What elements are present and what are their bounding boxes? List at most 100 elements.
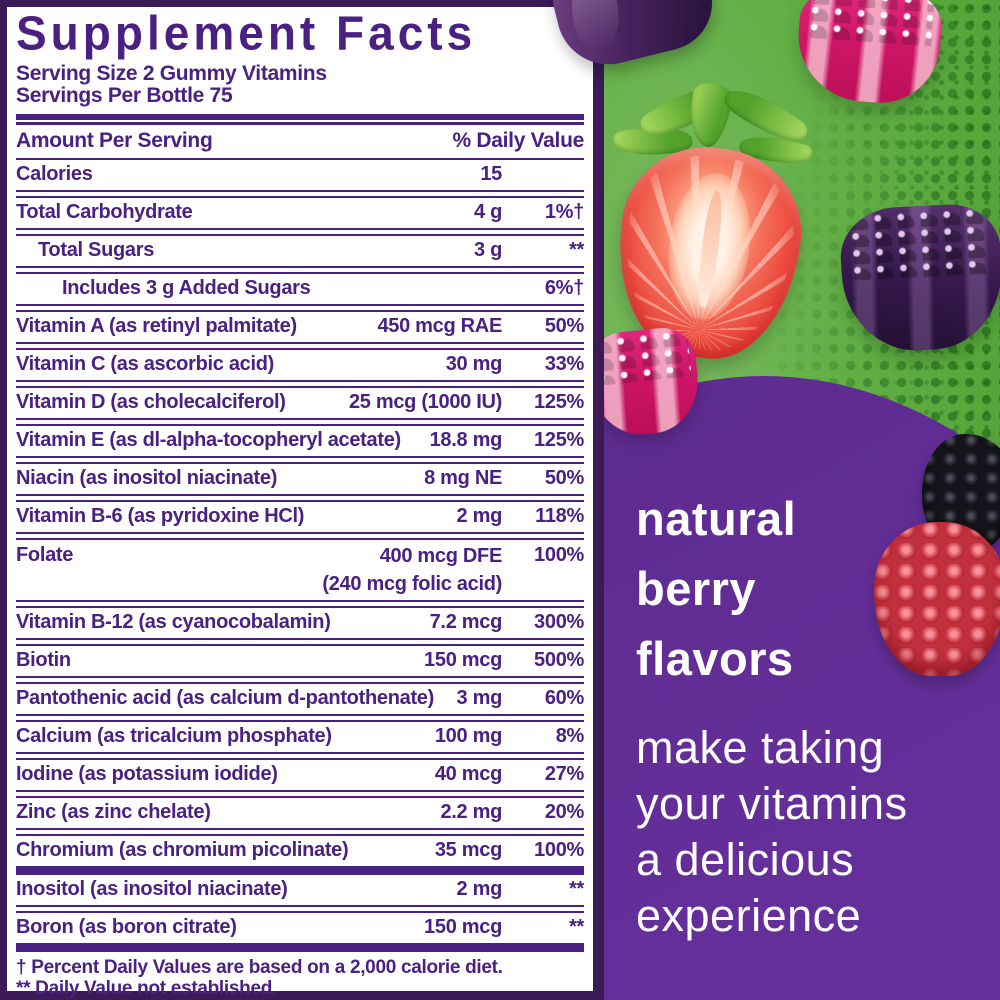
nutrient-amount: 3 mg bbox=[456, 687, 503, 710]
nutrient-name: Total Carbohydrate bbox=[16, 201, 193, 224]
serving-info: Serving Size 2 Gummy Vitamins Servings P… bbox=[16, 61, 584, 107]
nutrient-amount: 3 g bbox=[474, 239, 502, 262]
nutrient-dv: 27% bbox=[544, 763, 584, 786]
nutrient-row-pantothenic-acid: Pantothenic acid (as calcium d-pantothen… bbox=[16, 684, 584, 714]
headline-line: flavors bbox=[636, 632, 794, 685]
tagline-line: a delicious bbox=[636, 834, 855, 885]
pink-gummy-image bbox=[794, 0, 944, 107]
supplement-facts-panel: Supplement Facts Serving Size 2 Gummy Vi… bbox=[0, 0, 604, 1000]
nutrient-name: Chromium (as chromium picolinate) bbox=[16, 839, 349, 862]
divider bbox=[16, 379, 584, 388]
nutrient-row-boron: Boron (as boron citrate) 150 mcg ** bbox=[16, 913, 584, 943]
nutrient-row-carbohydrate: Total Carbohydrate 4 g 1%† bbox=[16, 198, 584, 228]
nutrient-name: Folate bbox=[16, 543, 74, 566]
nutrient-amount: 100 mg bbox=[434, 725, 502, 748]
divider bbox=[16, 599, 584, 608]
nutrient-dv: ** bbox=[569, 878, 584, 901]
supplement-facts-title: Supplement Facts bbox=[16, 5, 477, 60]
footnote-daily-values: † Percent Daily Values are based on a 2,… bbox=[16, 956, 503, 978]
nutrient-amount: 4 g bbox=[474, 201, 502, 224]
nutrient-row-added-sugars: Includes 3 g Added Sugars 6%† bbox=[16, 274, 584, 304]
nutrient-name: Vitamin E (as dl-alpha-tocopheryl acetat… bbox=[16, 429, 401, 452]
nutrient-row-niacin: Niacin (as inositol niacinate) 8 mg NE 5… bbox=[16, 464, 584, 494]
pink-berry-gummy-image bbox=[604, 324, 704, 440]
nutrient-row-vitamin-c: Vitamin C (as ascorbic acid) 30 mg 33% bbox=[16, 350, 584, 380]
nutrient-row-iodine: Iodine (as potassium iodide) 40 mcg 27% bbox=[16, 760, 584, 790]
nutrient-dv: 500% bbox=[534, 649, 584, 672]
divider bbox=[16, 303, 584, 312]
headline-line: natural bbox=[636, 492, 797, 545]
tagline-line: experience bbox=[636, 890, 862, 941]
column-header-amount: Amount Per Serving bbox=[16, 128, 213, 152]
nutrient-amount-line2: (240 mcg folic acid) bbox=[322, 572, 502, 595]
serving-size: Serving Size 2 Gummy Vitamins bbox=[16, 61, 327, 85]
nutrient-name: Vitamin D (as cholecalciferol) bbox=[16, 391, 286, 414]
art-panel: natural berry flavors make taking your v… bbox=[604, 0, 1000, 1000]
nutrient-row-vitamin-b12: Vitamin B-12 (as cyanocobalamin) 7.2 mcg… bbox=[16, 608, 584, 638]
nutrient-row-calcium: Calcium (as tricalcium phosphate) 100 mg… bbox=[16, 722, 584, 752]
nutrient-amount: 2 mg bbox=[456, 878, 503, 901]
nutrient-amount: 2.2 mg bbox=[440, 801, 502, 824]
nutrient-dv: ** bbox=[569, 916, 584, 939]
nutrient-amount: 18.8 mg bbox=[429, 429, 503, 452]
divider bbox=[16, 227, 584, 236]
divider bbox=[16, 675, 584, 684]
divider bbox=[16, 713, 584, 722]
nutrient-row-inositol: Inositol (as inositol niacinate) 2 mg ** bbox=[16, 875, 584, 905]
nutrient-row-calories: Calories 15 bbox=[16, 160, 584, 190]
nutrient-name: Vitamin A (as retinyl palmitate) bbox=[16, 315, 297, 338]
tagline-text: make taking your vitamins a delicious ex… bbox=[636, 720, 908, 944]
nutrient-row-vitamin-b6: Vitamin B-6 (as pyridoxine HCl) 2 mg 118… bbox=[16, 502, 584, 532]
nutrient-amount: 150 mcg bbox=[424, 916, 502, 939]
gummy-highlight bbox=[568, 0, 623, 54]
divider bbox=[16, 827, 584, 836]
nutrient-amount: 25 mcg (1000 IU) bbox=[348, 391, 502, 414]
nutrient-row-zinc: Zinc (as zinc chelate) 2.2 mg 20% bbox=[16, 798, 584, 828]
column-headers: Amount Per Serving % Daily Value bbox=[16, 125, 584, 158]
flavor-headline: natural berry flavors bbox=[636, 484, 796, 694]
nutrient-dv: 100% bbox=[534, 839, 584, 862]
divider bbox=[16, 341, 584, 350]
nutrient-name: Vitamin B-12 (as cyanocobalamin) bbox=[16, 611, 331, 634]
nutrient-dv: 20% bbox=[544, 801, 584, 824]
nutrient-row-chromium: Chromium (as chromium picolinate) 35 mcg… bbox=[16, 836, 584, 866]
strawberry-image bbox=[604, 75, 830, 372]
nutrient-amount: 450 mcg RAE bbox=[377, 315, 502, 338]
nutrient-amount: 8 mg NE bbox=[424, 467, 502, 490]
nutrient-amount: 2 mg bbox=[456, 505, 503, 528]
nutrient-dv: 50% bbox=[544, 315, 584, 338]
nutrient-amount: 30 mg bbox=[445, 353, 503, 376]
nutrient-name: Biotin bbox=[16, 649, 71, 672]
divider bbox=[16, 157, 584, 160]
nutrient-dv: 1%† bbox=[544, 201, 584, 224]
divider bbox=[16, 789, 584, 798]
nutrient-amount: 35 mcg bbox=[434, 839, 502, 862]
footnote-not-established: ** Daily Value not established. bbox=[16, 977, 278, 999]
divider bbox=[16, 189, 584, 198]
header-divider bbox=[16, 113, 584, 125]
nutrient-row-vitamin-d: Vitamin D (as cholecalciferol) 25 mcg (1… bbox=[16, 388, 584, 418]
tagline-line: make taking bbox=[636, 722, 885, 773]
nutrient-name: Total Sugars bbox=[38, 239, 155, 262]
nutrient-amount: 7.2 mcg bbox=[429, 611, 503, 634]
divider bbox=[16, 417, 584, 426]
nutrient-dv: 125% bbox=[534, 429, 584, 452]
gummy-bumps bbox=[604, 328, 692, 386]
nutrient-dv: 100% bbox=[534, 543, 584, 566]
nutrient-row-biotin: Biotin 150 mcg 500% bbox=[16, 646, 584, 676]
nutrient-row-total-sugars: Total Sugars 3 g ** bbox=[16, 236, 584, 266]
section-divider bbox=[16, 942, 584, 952]
nutrient-dv: ** bbox=[569, 239, 584, 262]
nutrient-amount: 150 mcg bbox=[424, 649, 502, 672]
nutrient-dv: 50% bbox=[544, 467, 584, 490]
nutrient-amount-line1: 400 mcg DFE bbox=[379, 544, 503, 567]
nutrient-dv: 33% bbox=[544, 353, 584, 376]
divider bbox=[16, 904, 584, 913]
divider bbox=[16, 493, 584, 502]
nutrient-dv: 6%† bbox=[544, 277, 584, 300]
divider bbox=[16, 265, 584, 274]
servings-per-bottle: Servings Per Bottle 75 bbox=[16, 83, 233, 107]
nutrient-row-folate: Folate 400 mcg DFE (240 mcg folic acid) … bbox=[16, 540, 584, 600]
raspberry-image bbox=[874, 522, 1000, 676]
nutrient-dv: 8% bbox=[555, 725, 585, 748]
